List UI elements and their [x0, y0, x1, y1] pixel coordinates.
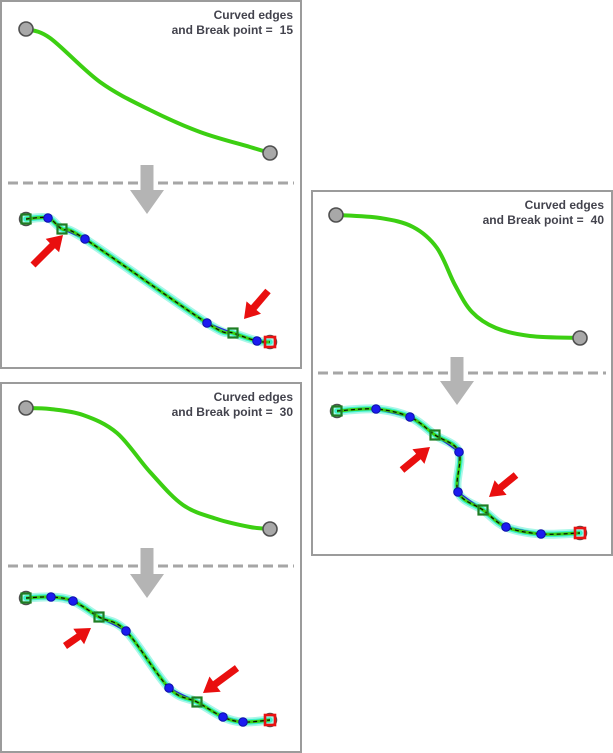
vertex-dot [121, 626, 131, 636]
transform-down-arrow-icon [130, 165, 164, 214]
break-point-value: 30 [279, 404, 293, 419]
vertex-dot [46, 592, 56, 602]
before-start-node [18, 400, 34, 416]
start-node-break-marker [20, 592, 32, 604]
before-edge-curve [24, 27, 272, 155]
break-point-label: and Break point = [171, 404, 273, 419]
panel-graphic [318, 207, 606, 541]
start-node-break-marker [20, 213, 32, 225]
edge-trace-dashed [25, 596, 271, 723]
panel-title-line2: and Break point = 40 [483, 213, 604, 228]
transform-down-arrow-icon [440, 357, 474, 405]
break-point-marker [477, 504, 489, 516]
vertex-dot [252, 336, 262, 346]
break-point-value: 15 [279, 22, 293, 37]
panel-break-point-30: Curved edges and Break point = 30 [0, 382, 302, 753]
panel-title-line2: and Break point = 15 [172, 23, 293, 38]
before-edge-curve [24, 406, 272, 531]
red-callout-arrow-icon [30, 235, 63, 268]
break-point-label: and Break point = [482, 212, 584, 227]
break-point-value: 40 [590, 212, 604, 227]
vertex-dot [501, 522, 511, 532]
vertex-dot [43, 213, 53, 223]
edge-trace-dashed [336, 408, 581, 535]
red-callout-arrow-icon [399, 447, 430, 473]
red-callout-arrow-icon [489, 472, 519, 497]
before-end-node [572, 330, 588, 346]
before-start-node [18, 21, 34, 37]
panel-break-point-40: Curved edges and Break point = 40 [311, 190, 613, 556]
vertex-dot [453, 487, 463, 497]
panel-title-line2: and Break point = 30 [172, 405, 293, 420]
break-point-marker [429, 429, 441, 441]
panel-title-line1: Curved edges [213, 8, 293, 22]
end-node-red-marker [263, 335, 277, 349]
break-point-marker [93, 611, 105, 623]
vertex-dot [68, 596, 78, 606]
panel-title: Curved edges and Break point = 30 [172, 390, 293, 419]
before-edge-curve [334, 213, 582, 340]
break-point-marker [191, 696, 203, 708]
break-point-marker [56, 223, 68, 235]
vertex-dot [80, 234, 90, 244]
vertex-dot [164, 683, 174, 693]
end-node-red-marker [263, 713, 277, 727]
before-end-node [262, 145, 278, 161]
after-edge-curve [25, 595, 271, 724]
break-point-label: and Break point = [171, 22, 273, 37]
vertex-dot [238, 717, 248, 727]
break-point-marker [227, 327, 239, 339]
before-start-node [328, 207, 344, 223]
vertex-dot [371, 404, 381, 414]
before-end-node [262, 521, 278, 537]
start-node-break-marker [331, 405, 343, 417]
vertex-dot [218, 712, 228, 722]
panel-title-line1: Curved edges [213, 390, 293, 404]
red-callout-arrow-icon [203, 665, 240, 693]
panel-title: Curved edges and Break point = 15 [172, 8, 293, 37]
vertex-dot [202, 318, 212, 328]
panel-title-line1: Curved edges [524, 198, 604, 212]
transform-down-arrow-icon [130, 548, 164, 598]
panel-title: Curved edges and Break point = 40 [483, 198, 604, 227]
panel-graphic [8, 21, 294, 350]
red-callout-arrow-icon [244, 288, 271, 319]
panel-break-point-15: Curved edges and Break point = 15 [0, 0, 302, 369]
end-node-red-marker [573, 526, 587, 540]
panel-graphic [8, 400, 294, 728]
vertex-dot [454, 447, 464, 457]
vertex-dot [405, 412, 415, 422]
vertex-dot [536, 529, 546, 539]
red-callout-arrow-icon [63, 628, 91, 649]
